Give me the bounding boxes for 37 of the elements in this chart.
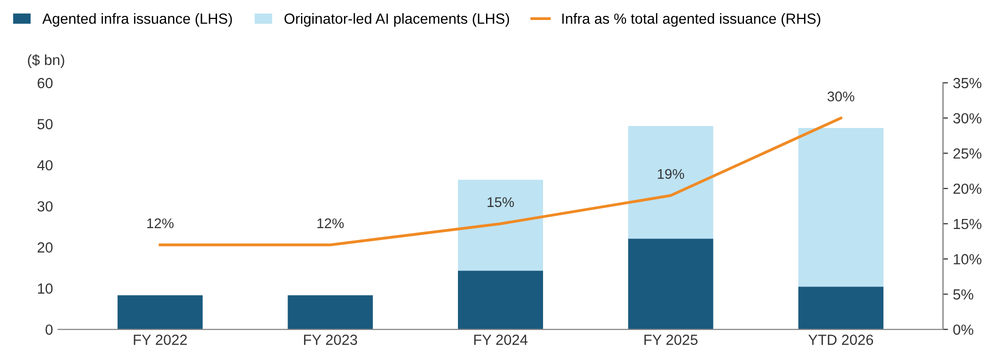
y2-tick-label: 15% xyxy=(954,218,982,230)
legend-label: Agented infra issuance (LHS) xyxy=(42,13,232,27)
x-tick-label: FY 2022 xyxy=(134,334,187,345)
bar xyxy=(458,270,544,330)
data-label: 12% xyxy=(317,218,344,228)
data-label: 30% xyxy=(828,92,854,102)
x-tick-label: FY 2023 xyxy=(304,334,358,345)
y-axis-title: ($ bn) xyxy=(28,54,64,68)
x-tick-label: FY 2024 xyxy=(474,334,528,345)
y2-tick-label: 20% xyxy=(953,184,982,194)
y-tick-label: 0 xyxy=(46,324,53,335)
bar xyxy=(798,286,884,330)
data-label: 19% xyxy=(658,169,684,179)
y-tick-label: 10 xyxy=(38,283,53,294)
bar xyxy=(118,295,203,330)
y2-tick-label: 35% xyxy=(953,78,982,88)
y2-tick-label: 0% xyxy=(953,324,974,335)
bar xyxy=(458,180,544,271)
y2-tick-label: 10% xyxy=(954,254,982,264)
y2-tick-label: 5% xyxy=(953,289,974,300)
bar xyxy=(628,238,714,330)
y-tick-label: 30 xyxy=(37,201,53,212)
data-label: 15% xyxy=(488,197,514,208)
y2-tick-label: 30% xyxy=(953,113,982,124)
y-tick-label: 60 xyxy=(38,78,53,88)
y-tick-label: 50 xyxy=(38,119,53,130)
x-tick-label: FY 2025 xyxy=(644,334,698,345)
y-tick-label: 20 xyxy=(38,242,53,253)
legend-label: Infra as % total agented issuance (RHS) xyxy=(562,13,820,27)
y2-tick-label: 25% xyxy=(953,148,982,159)
bar xyxy=(798,128,884,287)
bar xyxy=(628,126,714,239)
x-tick-label: YTD 2026 xyxy=(808,334,874,345)
y-tick-label: 40 xyxy=(37,160,53,170)
bar xyxy=(288,295,373,330)
data-label: 12% xyxy=(147,218,174,228)
legend-label: Originator-led AI placements (LHS) xyxy=(284,13,510,27)
